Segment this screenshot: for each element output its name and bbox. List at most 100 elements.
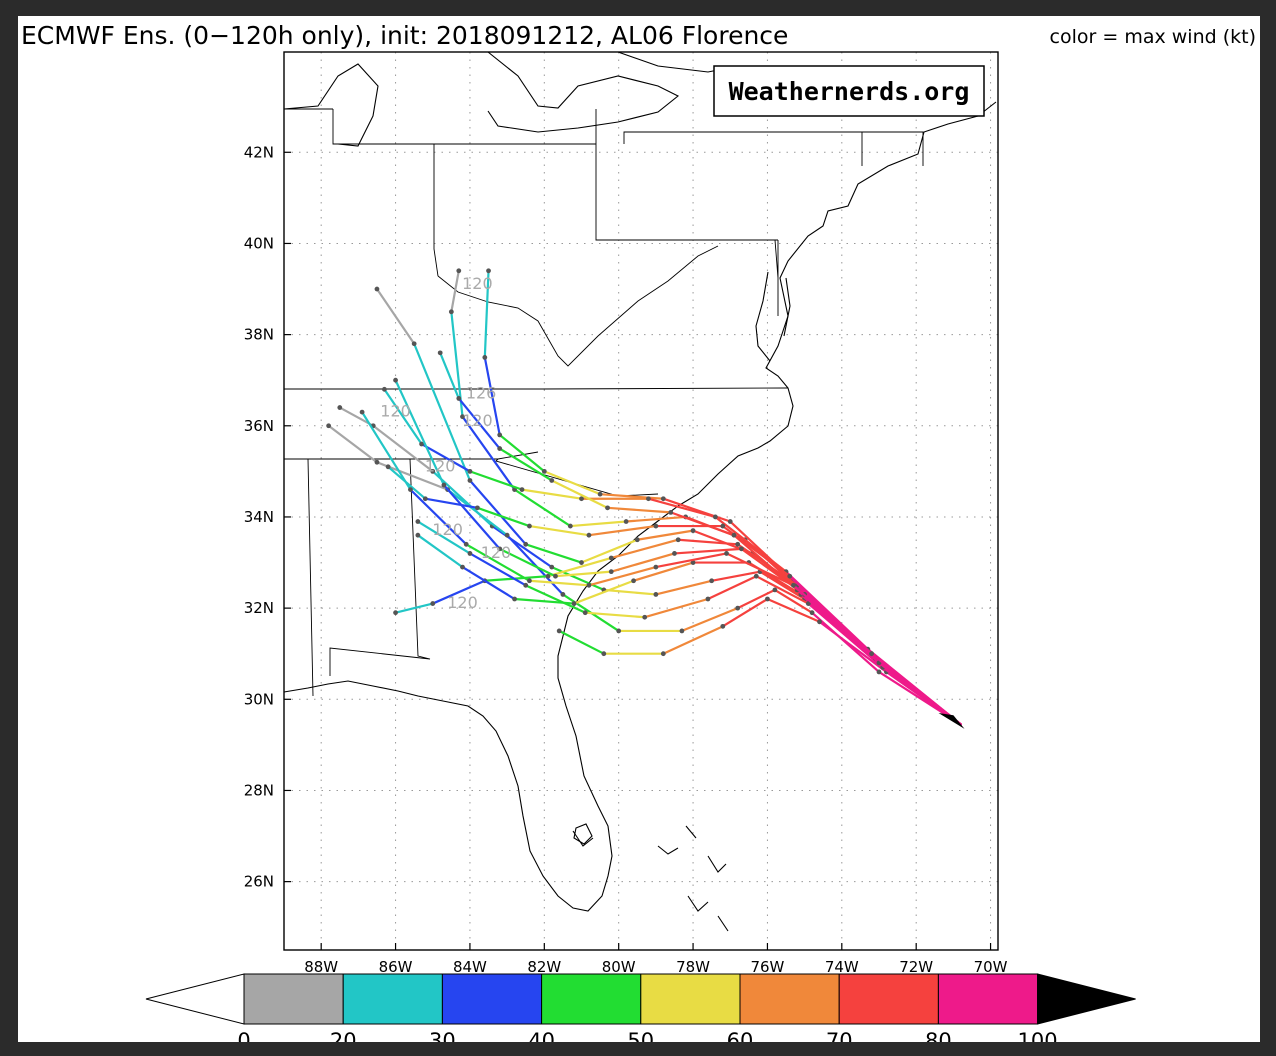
track-point xyxy=(556,628,562,634)
colorbar-label: 0 xyxy=(237,1029,250,1042)
track-segment xyxy=(643,597,710,619)
track-segment xyxy=(409,488,468,546)
track-segment xyxy=(442,483,501,550)
track-point xyxy=(382,386,387,392)
track-point xyxy=(724,551,729,556)
lake-okeechobee xyxy=(573,823,593,845)
colorbar-bin xyxy=(739,973,840,1025)
track-segment xyxy=(483,269,490,359)
colorbar-bin xyxy=(838,973,939,1025)
x-tick-label: 76W xyxy=(750,958,784,976)
track-segment xyxy=(714,515,788,573)
colorbar-bin xyxy=(541,973,642,1025)
initial-position-marker xyxy=(938,712,965,729)
track-point xyxy=(422,496,428,502)
track-13 xyxy=(359,409,962,726)
track-segment xyxy=(766,597,821,623)
track-segment xyxy=(498,433,546,473)
track-point xyxy=(672,551,677,556)
track-segment xyxy=(394,379,446,487)
track-point xyxy=(571,601,577,606)
x-tick-label: 78W xyxy=(676,958,710,976)
map-svg: ECMWF Ens. (0−120h only), init: 20180912… xyxy=(21,21,1256,1042)
colorbar-label: 80 xyxy=(925,1029,952,1042)
track-segment xyxy=(654,579,713,596)
track-point xyxy=(504,532,510,538)
track-point xyxy=(512,596,517,602)
track-point xyxy=(772,587,778,593)
track-point xyxy=(709,578,715,584)
track-point xyxy=(653,592,659,597)
track-segment xyxy=(662,625,724,655)
x-tick-label: 84W xyxy=(453,958,487,976)
x-tick-label: 86W xyxy=(379,958,413,976)
track-point xyxy=(430,468,436,474)
track-hour-label: 120 xyxy=(462,274,493,293)
track-segment xyxy=(524,584,587,614)
figure-title: ECMWF Ens. (0−120h only), init: 20180912… xyxy=(21,21,788,50)
track-point xyxy=(653,564,659,570)
track-segment xyxy=(468,552,527,587)
x-tick-label: 80W xyxy=(602,958,636,976)
x-tick-label: 88W xyxy=(304,958,338,976)
color-note: color = max wind (kt) xyxy=(1050,26,1256,48)
track-hour-label: 120 xyxy=(432,520,463,539)
track-segment xyxy=(587,524,657,537)
track-point xyxy=(374,459,380,465)
x-tick-label: 72W xyxy=(899,958,933,976)
track-segment xyxy=(569,520,628,528)
track-segment xyxy=(606,506,672,514)
colorbar-bin xyxy=(441,973,543,1025)
colorbar-under-arrow xyxy=(145,973,245,1025)
track-segment xyxy=(558,629,605,655)
track-point xyxy=(545,573,551,579)
track-segment xyxy=(446,488,509,537)
track-point xyxy=(705,596,711,602)
track-segment xyxy=(372,424,434,473)
watermark-box: Weathernerds.org xyxy=(713,65,985,117)
track-segment xyxy=(375,287,416,345)
track-point xyxy=(805,601,811,606)
track-point xyxy=(393,610,398,616)
track-point xyxy=(623,519,629,524)
track-point xyxy=(337,405,343,410)
watermark-text: Weathernerds.org xyxy=(729,77,970,106)
colorbar-label: 100 xyxy=(1018,1029,1058,1042)
track-point xyxy=(608,569,614,575)
track-point xyxy=(415,532,421,538)
track-hour-label: 120 xyxy=(380,402,411,421)
track-point xyxy=(374,286,380,292)
state-borders xyxy=(284,108,924,697)
track-segment xyxy=(550,479,609,509)
track-point xyxy=(460,564,465,570)
colorbar-bin xyxy=(243,973,344,1025)
track-point xyxy=(497,432,503,438)
x-tick-label: 70W xyxy=(974,958,1008,976)
track-point xyxy=(731,532,737,538)
track-point xyxy=(523,541,529,547)
track-point xyxy=(586,532,592,538)
track-point xyxy=(579,560,584,565)
track-point xyxy=(523,582,529,588)
track-point xyxy=(660,651,666,657)
track-segment xyxy=(524,543,583,564)
track-segment xyxy=(572,579,635,605)
track-point xyxy=(642,614,648,620)
track-point xyxy=(586,582,592,588)
track-segment xyxy=(546,556,613,578)
track-segment xyxy=(468,470,524,491)
track-point xyxy=(456,396,462,401)
track-segment xyxy=(677,538,739,546)
y-tick-label: 38N xyxy=(244,326,274,344)
track-segment xyxy=(465,543,531,582)
track-segment xyxy=(680,607,739,633)
track-point xyxy=(753,573,759,579)
track-segment xyxy=(498,447,553,482)
track-segment xyxy=(520,488,583,500)
map-border xyxy=(283,51,999,951)
track-point xyxy=(690,528,696,534)
track-segment xyxy=(587,565,657,587)
x-tick-label: 74W xyxy=(825,958,859,976)
track-segment xyxy=(807,602,884,669)
track-segment xyxy=(736,588,776,610)
